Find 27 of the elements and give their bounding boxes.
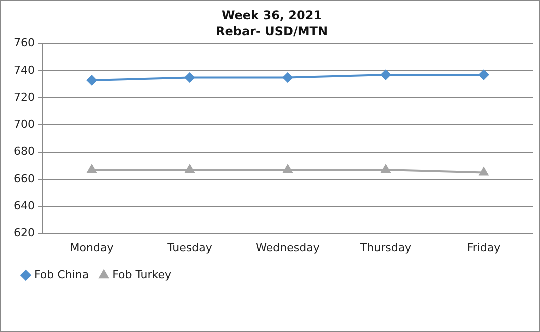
point [479, 70, 489, 80]
point [86, 75, 97, 86]
y-tick-label: 620 [14, 226, 35, 240]
point [283, 72, 293, 83]
y-tick-label: 700 [14, 118, 35, 132]
chart-subtitle: Rebar- USD/MTN [216, 24, 328, 39]
point [88, 165, 96, 174]
y-tick-label: 640 [14, 200, 35, 213]
point [186, 165, 194, 174]
y-tick-label: 760 [14, 36, 35, 50]
legend-label: Fob Turkey [112, 268, 172, 282]
y-tick-label: 660 [14, 172, 35, 186]
x-tick-label: Thursday [359, 241, 412, 254]
legend-label: Fob China [34, 268, 90, 282]
y-tick-label: 720 [14, 90, 35, 104]
x-tick-label: Friday [467, 241, 502, 254]
point [381, 70, 391, 80]
point [284, 165, 292, 174]
x-tick-label: Tuesday [166, 241, 213, 254]
x-tick-label: Monday [70, 241, 114, 254]
x-tick-label: Wednesday [256, 241, 320, 254]
chart-title: Week 36, 2021 [222, 8, 322, 22]
point [184, 72, 195, 83]
point [480, 168, 488, 176]
y-tick-label: 740 [14, 64, 35, 77]
y-tick-label: 680 [14, 145, 35, 158]
point [382, 165, 390, 174]
